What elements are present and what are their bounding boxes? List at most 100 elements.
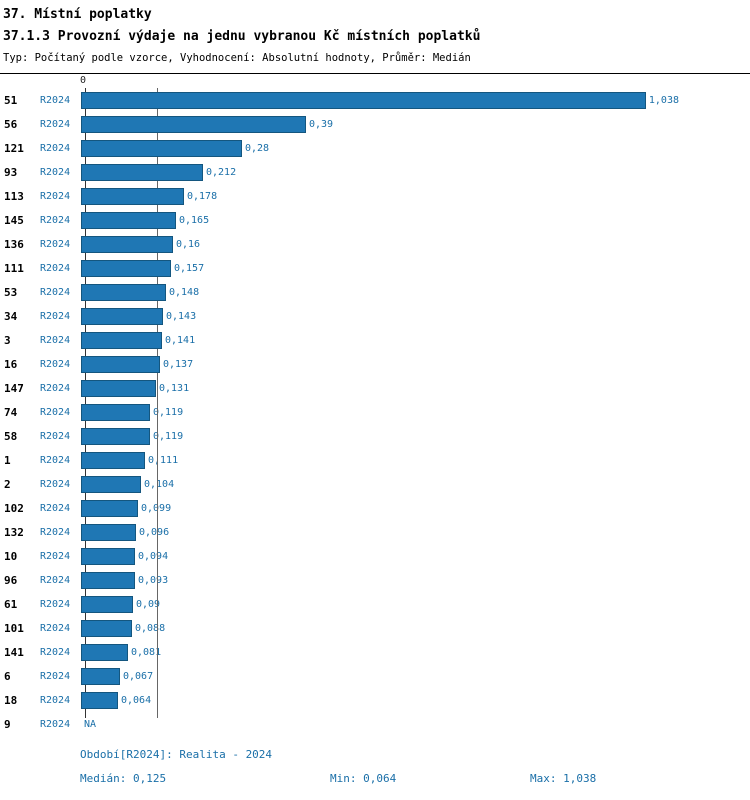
bar-row: 9 R2024 NA bbox=[0, 712, 750, 736]
row-period[interactable]: R2024 bbox=[40, 694, 71, 706]
y-axis-line bbox=[85, 88, 86, 718]
bar-value: 0,157 bbox=[174, 262, 205, 274]
row-period[interactable]: R2024 bbox=[40, 358, 71, 370]
bar[interactable] bbox=[81, 619, 132, 637]
bar-row: 147 R2024 0,131 bbox=[0, 376, 750, 400]
row-period[interactable]: R2024 bbox=[40, 526, 71, 538]
row-period[interactable]: R2024 bbox=[40, 382, 71, 394]
bar-row: 56 R2024 0,39 bbox=[0, 112, 750, 136]
bar-row: 58 R2024 0,119 bbox=[0, 424, 750, 448]
row-period[interactable]: R2024 bbox=[40, 502, 71, 514]
bar[interactable] bbox=[81, 331, 162, 349]
bar[interactable] bbox=[81, 547, 135, 565]
bar-value: 0,119 bbox=[153, 406, 184, 418]
row-period[interactable]: R2024 bbox=[40, 430, 71, 442]
row-id: 34 bbox=[4, 309, 18, 323]
bar-row: 96 R2024 0,093 bbox=[0, 568, 750, 592]
bar[interactable] bbox=[81, 499, 138, 517]
row-id: 61 bbox=[4, 597, 18, 611]
bar-track: 0,148 bbox=[81, 283, 679, 301]
row-period[interactable]: R2024 bbox=[40, 574, 71, 586]
row-id: 74 bbox=[4, 405, 18, 419]
bar[interactable] bbox=[81, 355, 160, 373]
bar[interactable] bbox=[81, 691, 118, 709]
row-id: 96 bbox=[4, 573, 18, 587]
row-period[interactable]: R2024 bbox=[40, 454, 71, 466]
bar-value: 0,088 bbox=[135, 622, 166, 634]
bar[interactable] bbox=[81, 235, 173, 253]
bar[interactable] bbox=[81, 283, 166, 301]
bar-rows: 51 R2024 1,038 56 R2024 0,39 121 R2024 0… bbox=[0, 88, 750, 736]
row-period[interactable]: R2024 bbox=[40, 478, 71, 490]
bar[interactable] bbox=[81, 595, 133, 613]
bar-track: 0,143 bbox=[81, 307, 679, 325]
bar[interactable] bbox=[81, 451, 145, 469]
bar[interactable] bbox=[81, 523, 136, 541]
bar-row: 141 R2024 0,081 bbox=[0, 640, 750, 664]
bar[interactable] bbox=[81, 259, 171, 277]
bar[interactable] bbox=[81, 211, 176, 229]
row-period[interactable]: R2024 bbox=[40, 646, 71, 658]
chart-subtitle: 37.1.3 Provozní výdaje na jednu vybranou… bbox=[3, 29, 481, 44]
row-period[interactable]: R2024 bbox=[40, 238, 71, 250]
chart-footer: Období[R2024]: Realita - 2024 Medián: 0,… bbox=[80, 748, 750, 786]
row-period[interactable]: R2024 bbox=[40, 622, 71, 634]
bar-value: 0,165 bbox=[179, 214, 210, 226]
bar-row: 6 R2024 0,067 bbox=[0, 664, 750, 688]
bar-value: 0,178 bbox=[187, 190, 218, 202]
row-period[interactable]: R2024 bbox=[40, 406, 71, 418]
bar[interactable] bbox=[81, 307, 163, 325]
bar[interactable] bbox=[81, 643, 128, 661]
row-period[interactable]: R2024 bbox=[40, 598, 71, 610]
row-period[interactable]: R2024 bbox=[40, 214, 71, 226]
row-period[interactable]: R2024 bbox=[40, 286, 71, 298]
bar[interactable] bbox=[81, 427, 150, 445]
bar-track: 0,067 bbox=[81, 667, 679, 685]
bar[interactable] bbox=[81, 667, 120, 685]
bar[interactable] bbox=[81, 163, 203, 181]
row-id: 9 bbox=[4, 717, 11, 731]
row-id: 2 bbox=[4, 477, 11, 491]
bar[interactable] bbox=[81, 403, 150, 421]
bar[interactable] bbox=[81, 115, 306, 133]
bar-value: 0,39 bbox=[309, 118, 334, 130]
bar-track: 0,137 bbox=[81, 355, 679, 373]
bar-track: 0,111 bbox=[81, 451, 679, 469]
row-id: 53 bbox=[4, 285, 18, 299]
row-period[interactable]: R2024 bbox=[40, 334, 71, 346]
row-id: 101 bbox=[4, 621, 24, 635]
bar-track: 0,39 bbox=[81, 115, 679, 133]
bar-track: 0,099 bbox=[81, 499, 679, 517]
bar-row: 18 R2024 0,064 bbox=[0, 688, 750, 712]
bar-value: 0,28 bbox=[245, 142, 270, 154]
row-period[interactable]: R2024 bbox=[40, 718, 71, 730]
bar[interactable] bbox=[81, 187, 184, 205]
row-period[interactable]: R2024 bbox=[40, 670, 71, 682]
bar[interactable] bbox=[81, 571, 135, 589]
bar-track: 0,088 bbox=[81, 619, 679, 637]
footer-stats: Medián: 0,125 Min: 0,064 Max: 1,038 bbox=[80, 772, 750, 786]
bar-track: 0,104 bbox=[81, 475, 679, 493]
row-id: 132 bbox=[4, 525, 24, 539]
row-period[interactable]: R2024 bbox=[40, 310, 71, 322]
row-period[interactable]: R2024 bbox=[40, 550, 71, 562]
bar[interactable] bbox=[81, 91, 646, 109]
row-period[interactable]: R2024 bbox=[40, 118, 71, 130]
row-period[interactable]: R2024 bbox=[40, 262, 71, 274]
row-period[interactable]: R2024 bbox=[40, 190, 71, 202]
bar[interactable] bbox=[81, 379, 156, 397]
footer-max: Max: 1,038 bbox=[530, 772, 597, 785]
bar-row: 145 R2024 0,165 bbox=[0, 208, 750, 232]
bar-row: 61 R2024 0,09 bbox=[0, 592, 750, 616]
row-period[interactable]: R2024 bbox=[40, 166, 71, 178]
bar-track: 0,212 bbox=[81, 163, 679, 181]
bar[interactable] bbox=[81, 139, 242, 157]
row-period[interactable]: R2024 bbox=[40, 142, 71, 154]
bar[interactable] bbox=[81, 475, 141, 493]
bar-track: 1,038 bbox=[81, 91, 679, 109]
median-line bbox=[157, 88, 158, 718]
bar-value: 0,094 bbox=[138, 550, 169, 562]
report-header: 37. Místní poplatky 37.1.3 Provozní výda… bbox=[0, 0, 750, 65]
row-period[interactable]: R2024 bbox=[40, 94, 71, 106]
bar-track: 0,094 bbox=[81, 547, 679, 565]
